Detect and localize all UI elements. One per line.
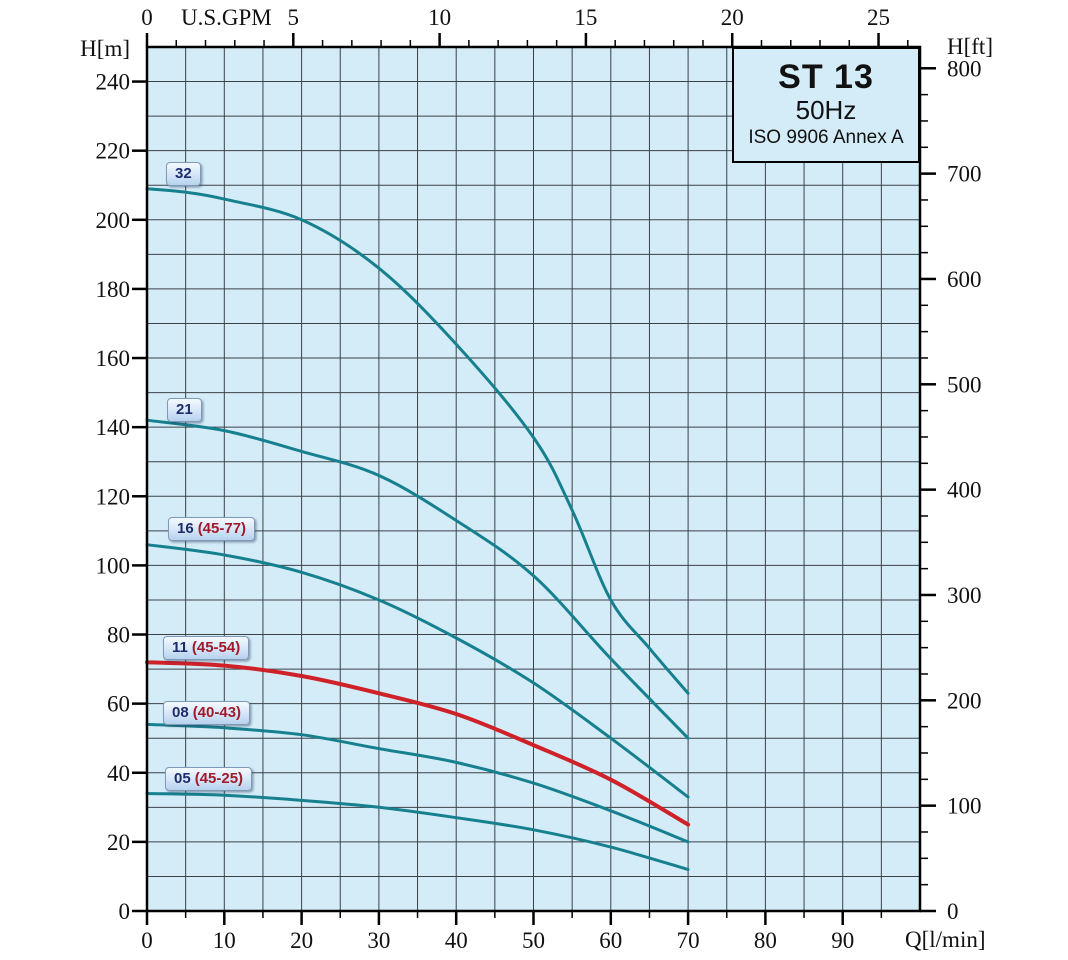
y2-tick-label: 500 [947, 372, 982, 397]
curve-stage-label: 21 [176, 401, 193, 418]
curve-stage-label: 08 [172, 704, 189, 721]
y-tick-label: 100 [96, 553, 131, 578]
y-tick-label: 200 [96, 208, 131, 233]
title-box: ST 13 50Hz ISO 9906 Annex A [732, 47, 920, 163]
curve-label-21: 21 [167, 398, 202, 422]
curve-range-label: (45-25) [194, 770, 244, 787]
x2-tick-label: 5 [288, 5, 300, 30]
curve-label-11: 11 (45-54) [163, 636, 250, 660]
x-tick-label: 20 [290, 928, 313, 953]
curve-08 [145, 722, 690, 844]
y2-tick-label: 700 [947, 162, 982, 187]
y-tick-label: 220 [96, 139, 131, 164]
x-tick-label: 70 [677, 928, 700, 953]
y2-axis-title: H[ft] [947, 34, 993, 59]
x2-tick-label: 10 [428, 5, 451, 30]
x2-tick-label: 25 [867, 5, 890, 30]
curve-range-label: (40-43) [192, 704, 242, 721]
curve-stage-label: 32 [175, 165, 192, 182]
y-tick-label: 0 [119, 899, 131, 924]
y2-tick-label: 200 [947, 688, 982, 713]
y-tick-label: 60 [107, 692, 130, 717]
curve-stage-label: 11 [172, 639, 188, 656]
y2-tick-label: 100 [947, 794, 982, 819]
x-tick-label: 40 [445, 928, 468, 953]
curve-16 [145, 543, 690, 799]
curve-range-label: (45-54) [191, 639, 241, 656]
y2-tick-label: 600 [947, 267, 982, 292]
y2-tick-label: 400 [947, 478, 982, 503]
curve-stage-label: 05 [174, 770, 191, 787]
y2-tick-label: 0 [947, 899, 959, 924]
x-tick-label: 50 [522, 928, 545, 953]
y-tick-label: 20 [107, 830, 130, 855]
x-tick-label: 90 [831, 928, 854, 953]
curve-range-label: (45-77) [197, 520, 247, 537]
x-tick-label: 0 [141, 928, 153, 953]
y2-tick-label: 300 [947, 583, 982, 608]
y-tick-label: 160 [96, 346, 131, 371]
x2-axis-title: U.S.GPM [181, 5, 272, 30]
x-tick-label: 80 [754, 928, 777, 953]
frequency: 50Hz [795, 95, 857, 126]
x-tick-label: 10 [213, 928, 236, 953]
curve-label-32: 32 [166, 162, 201, 186]
x2-tick-label: 20 [721, 5, 744, 30]
curve-stage-label: 16 [177, 520, 194, 537]
x2-tick-label: 15 [574, 5, 597, 30]
x-axis-title: Q[l/min] [905, 927, 986, 952]
curve-label-16: 16 (45-77) [168, 517, 256, 541]
curve-label-05: 05 (45-25) [165, 767, 253, 791]
x-tick-label: 60 [599, 928, 622, 953]
y-axis-title: H[m] [80, 36, 130, 61]
y-tick-label: 240 [96, 70, 131, 95]
curve-21 [145, 418, 690, 740]
x-tick-label: 30 [367, 928, 390, 953]
test-standard: ISO 9906 Annex A [748, 127, 904, 149]
y2-tick-label: 800 [947, 56, 982, 81]
y-tick-label: 80 [107, 623, 130, 648]
curve-label-08: 08 (40-43) [163, 701, 251, 725]
curve-05 [145, 792, 690, 871]
x2-tick-label: 0 [141, 5, 153, 30]
y-tick-label: 120 [96, 484, 131, 509]
curve-32 [145, 187, 690, 695]
plot-border [145, 45, 922, 913]
pump-model: ST 13 [778, 58, 874, 97]
y-tick-label: 180 [96, 277, 131, 302]
y-tick-label: 40 [107, 761, 130, 786]
curve-11 [145, 660, 691, 827]
y-tick-label: 140 [96, 415, 131, 440]
